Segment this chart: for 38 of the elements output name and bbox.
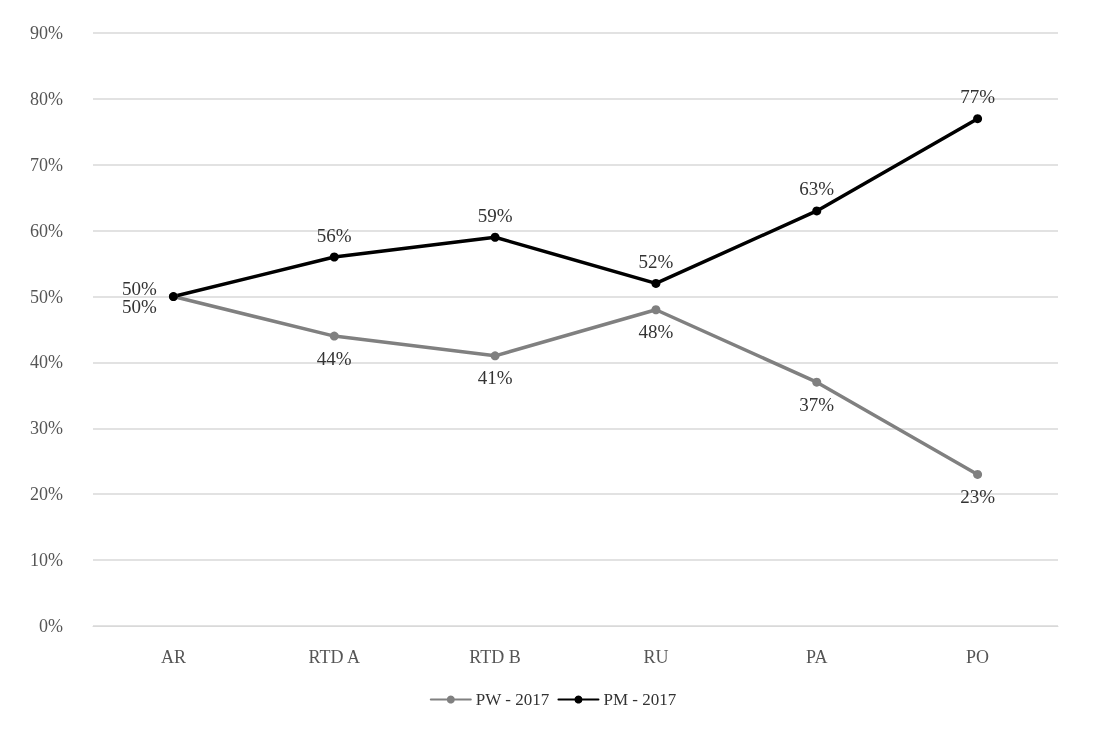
point (651, 305, 661, 315)
x-tick-label: RTD A (308, 647, 360, 667)
y-tick-label: 0% (39, 616, 63, 636)
data-label: 41% (477, 367, 513, 389)
data-label: 23% (960, 485, 996, 507)
data-label: 63% (799, 178, 835, 200)
point (329, 331, 339, 341)
x-tick-label: PO (966, 647, 990, 667)
y-tick-label: 60% (30, 220, 63, 241)
y-tick-label: 20% (30, 484, 63, 505)
point (651, 278, 661, 288)
y-tick-label: 70% (30, 154, 63, 175)
data-label: 52% (638, 250, 674, 272)
data-label: 48% (638, 321, 674, 343)
point (812, 377, 822, 387)
point (973, 114, 983, 124)
x-tick-label: PA (806, 647, 828, 667)
point (490, 232, 500, 242)
x-tick-label: RU (643, 647, 669, 667)
y-tick-label: 10% (30, 550, 63, 571)
x-tick-label: RTD B (469, 647, 521, 667)
data-label: 37% (799, 393, 835, 415)
point (490, 351, 500, 361)
y-tick-label: 90% (30, 23, 63, 43)
y-tick-label: 40% (30, 352, 63, 373)
data-label: 77% (960, 86, 996, 108)
data-label: 56% (316, 224, 352, 246)
point (973, 469, 983, 479)
y-tick-label: 30% (30, 418, 63, 439)
legend-label: PW - 2017 (475, 690, 550, 709)
y-tick-label: 80% (30, 88, 63, 109)
x-tick-label: AR (160, 647, 186, 667)
point (329, 252, 339, 262)
data-label: 44% (316, 347, 352, 369)
data-label: 59% (477, 204, 513, 226)
point (812, 206, 822, 216)
legend-label: PM - 2017 (603, 690, 677, 709)
y-tick-label: 50% (30, 286, 63, 307)
